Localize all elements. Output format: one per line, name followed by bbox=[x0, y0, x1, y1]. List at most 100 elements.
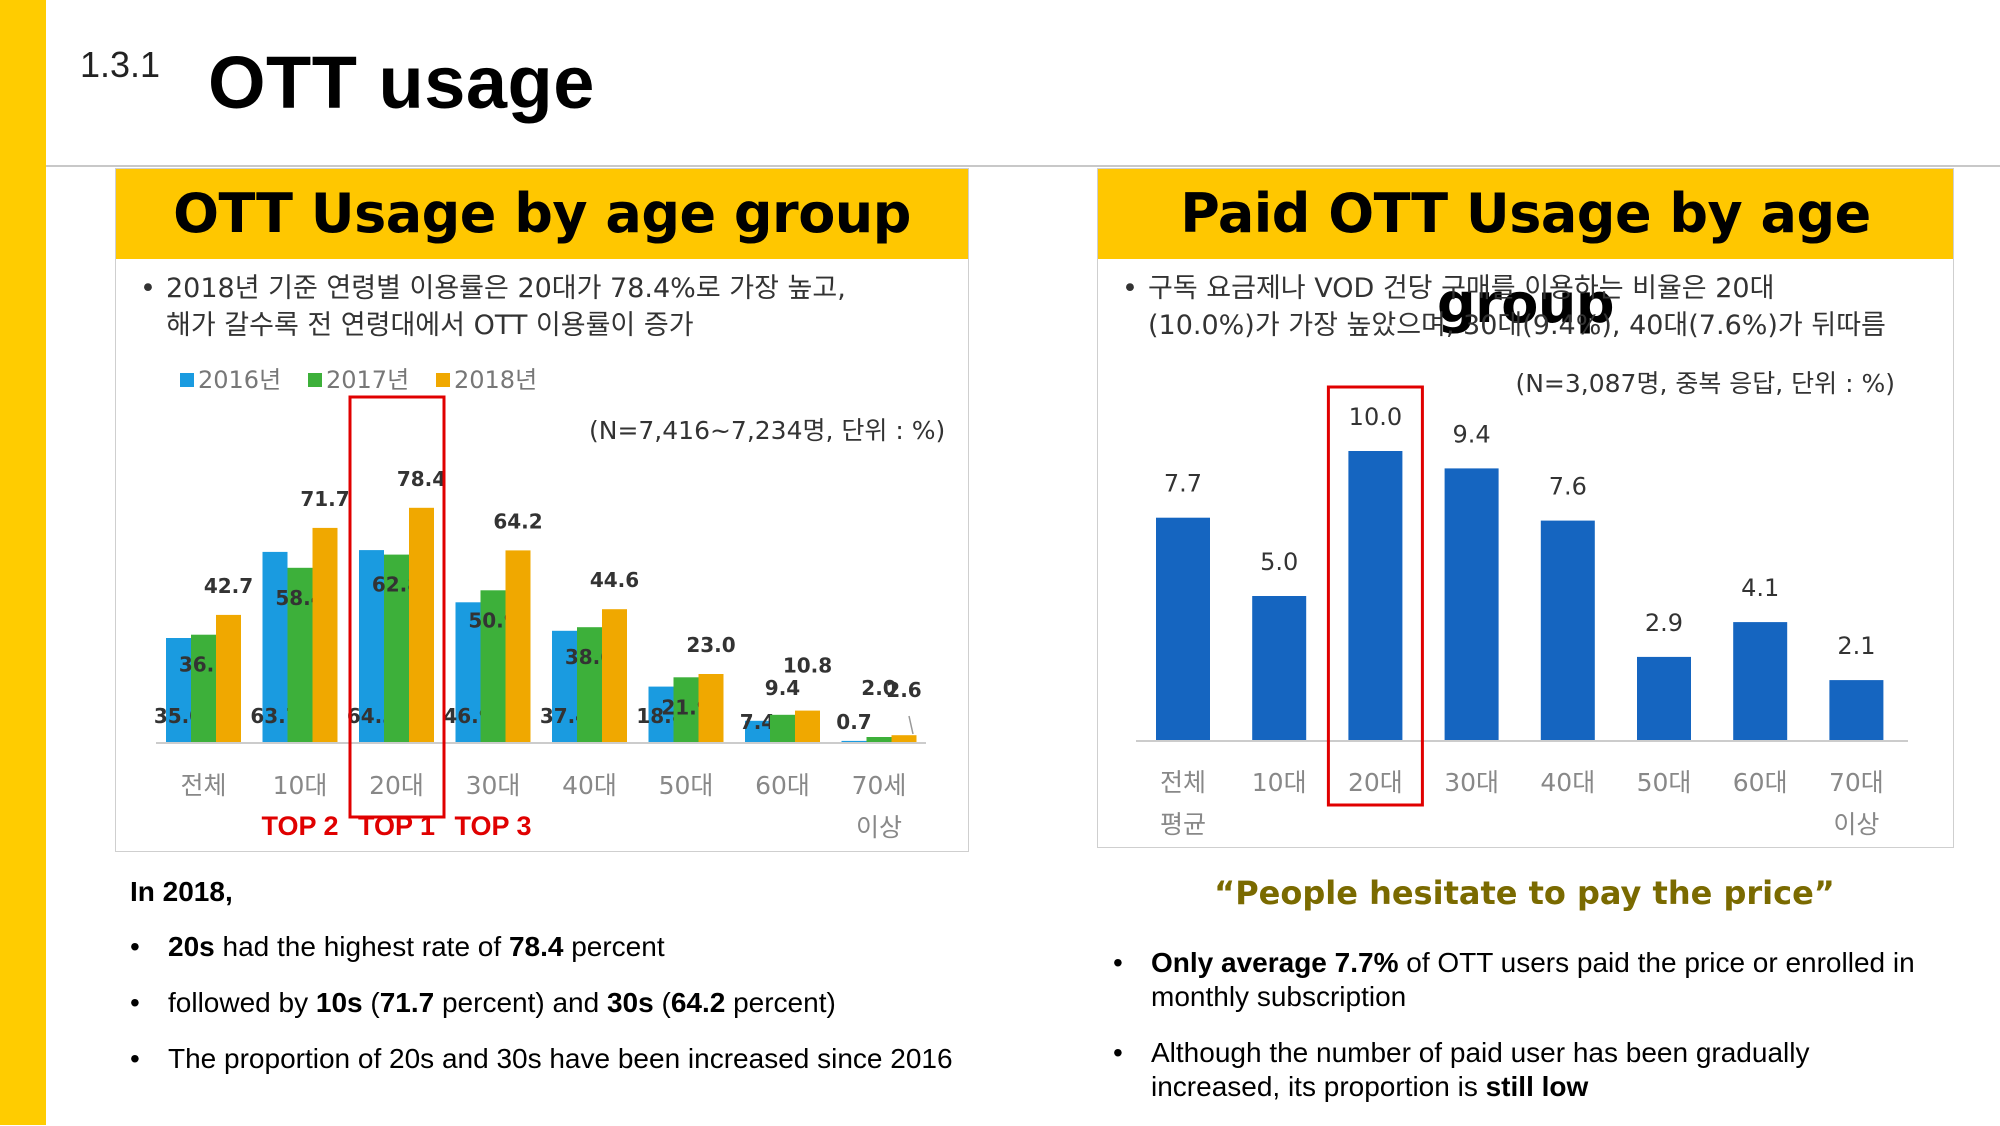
data-label: 9.4 bbox=[765, 676, 800, 700]
summary-quote: “People hesitate to pay the price” bbox=[1214, 874, 1835, 912]
data-label: 7.6 bbox=[1549, 473, 1587, 501]
data-label: 9.4 bbox=[1453, 420, 1491, 448]
bar bbox=[455, 602, 481, 743]
rank-label: TOP 1 bbox=[358, 811, 435, 841]
bar bbox=[1829, 680, 1884, 741]
bar bbox=[841, 740, 867, 743]
legend-swatch bbox=[180, 373, 194, 387]
category-label: 70세 bbox=[852, 771, 907, 800]
bar bbox=[1637, 656, 1691, 741]
category-label: 전체 bbox=[1160, 768, 1206, 797]
rank-label: TOP 2 bbox=[261, 811, 338, 841]
data-label: 42.7 bbox=[204, 574, 253, 598]
paid-usage-note: • 구독 요금제나 VOD 건당 구매를 이용하는 비율은 20대 (10.0%… bbox=[1122, 270, 1886, 344]
note-bullet: • bbox=[140, 273, 156, 304]
bar bbox=[262, 551, 288, 743]
data-label: 0.7 bbox=[836, 710, 871, 734]
highlight-box bbox=[1326, 385, 1424, 807]
summary-text: Although the number of paid user has bee… bbox=[1151, 1037, 1810, 1102]
data-label: 71.7 bbox=[300, 487, 349, 511]
bar bbox=[1444, 468, 1499, 741]
summary-item: • 20s had the highest rate of 78.4 percen… bbox=[130, 930, 970, 964]
summary-item: • Only average 7.7% of OTT users paid the… bbox=[1113, 946, 1943, 1014]
bullet-icon: • bbox=[130, 931, 140, 962]
data-label: 5.0 bbox=[1260, 548, 1298, 576]
bar bbox=[191, 634, 216, 743]
summary-text: had the highest rate of bbox=[214, 931, 509, 962]
highlight-box bbox=[348, 395, 446, 819]
note-line: 해가 갈수록 전 연령대에서 OTT 이용률이 증가 bbox=[166, 310, 694, 341]
data-label: 7.7 bbox=[1164, 470, 1202, 498]
category-label: 50대 bbox=[659, 771, 714, 800]
bar bbox=[648, 686, 674, 743]
sample-note: (N=3,087명, 중복 응답, 단위 : %) bbox=[1515, 369, 1895, 398]
emphasis-text: 10s bbox=[315, 987, 363, 1018]
bar bbox=[1540, 520, 1595, 741]
bar bbox=[505, 550, 531, 743]
bullet-icon: • bbox=[1113, 1037, 1123, 1068]
bar bbox=[384, 554, 409, 743]
category-label: 50대 bbox=[1637, 768, 1692, 797]
bar bbox=[359, 550, 384, 743]
legend-label: 2017년 bbox=[326, 366, 409, 394]
category-label: 40대 bbox=[1540, 768, 1595, 797]
bar bbox=[866, 737, 892, 743]
data-label: 2.1 bbox=[1837, 632, 1875, 660]
summary-text: of OTT users paid the price or enrolled … bbox=[1151, 947, 1915, 1012]
emphasis-text: Only average 7.7% bbox=[1151, 947, 1399, 978]
category-label: 60대 bbox=[755, 771, 810, 800]
bar bbox=[602, 609, 627, 743]
category-label: 60대 bbox=[1733, 768, 1788, 797]
rank-label: TOP 3 bbox=[454, 811, 531, 841]
summary-item: • followed by 10s (71.7 percent) and 30s … bbox=[130, 986, 970, 1020]
note-line: 구독 요금제나 VOD 건당 구매를 이용하는 비율은 20대 bbox=[1148, 273, 1775, 304]
section-number: 1.3.1 bbox=[80, 44, 161, 85]
bullet-icon: • bbox=[130, 1043, 140, 1074]
paid-usage-heading: Paid OTT Usage by age group bbox=[1098, 169, 1953, 335]
data-label: 7.4 bbox=[740, 710, 775, 734]
summary-item: • The proportion of 20s and 30s have been… bbox=[130, 1042, 970, 1076]
summary-text: percent) bbox=[725, 987, 836, 1018]
data-label: 10.0 bbox=[1349, 403, 1402, 431]
emphasis-text: 20s bbox=[168, 931, 215, 962]
category-label: 전체 bbox=[180, 771, 226, 800]
category-label: 이상 bbox=[856, 813, 902, 842]
emphasis-text: still low bbox=[1485, 1071, 1589, 1102]
category-label: 20대 bbox=[1348, 768, 1403, 797]
legend-swatch bbox=[308, 373, 322, 387]
bar bbox=[480, 590, 506, 743]
summary-text: percent bbox=[563, 931, 665, 962]
category-label: 이상 bbox=[1833, 810, 1879, 839]
title-divider bbox=[46, 165, 2000, 167]
bar bbox=[1252, 596, 1307, 741]
note-bullet: • bbox=[1122, 273, 1138, 304]
data-label: 64.2 bbox=[493, 509, 542, 533]
bar bbox=[1156, 517, 1210, 741]
summary-item: • Although the number of paid user has be… bbox=[1113, 1036, 1943, 1104]
category-label: 평균 bbox=[1160, 810, 1206, 839]
page-title: OTT usage bbox=[208, 41, 595, 124]
bar bbox=[745, 720, 770, 743]
bar bbox=[1733, 622, 1788, 741]
category-label: 10대 bbox=[273, 771, 328, 800]
legend-label: 2018년 bbox=[454, 366, 537, 394]
age-usage-note: • 2018년 기준 연령별 이용률은 20대가 78.4%로 가장 높고, 해… bbox=[140, 270, 846, 344]
leader-line bbox=[908, 715, 914, 735]
data-label: 2.0 bbox=[861, 676, 896, 700]
paid-usage-panel: Paid OTT Usage by age group • 구독 요금제나 VO… bbox=[1097, 168, 1954, 848]
data-label: 2.6 bbox=[886, 678, 921, 702]
data-label: 44.6 bbox=[590, 568, 639, 592]
category-label: 30대 bbox=[466, 771, 521, 800]
accent-bar bbox=[0, 0, 46, 1125]
emphasis-text: 64.2 bbox=[670, 987, 726, 1018]
age-usage-chart: 2016년 2017년 2018년 (N=7,416~7,234명, 단위 : %) 3… bbox=[154, 366, 945, 842]
sample-note: (N=7,416~7,234명, 단위 : %) bbox=[589, 416, 945, 445]
summary-text: percent) and bbox=[434, 987, 607, 1018]
summary-heading: In 2018, bbox=[130, 876, 233, 907]
bar bbox=[577, 627, 602, 743]
bar bbox=[795, 710, 820, 743]
category-label: 40대 bbox=[562, 771, 617, 800]
bar bbox=[1348, 451, 1403, 741]
emphasis-text: 71.7 bbox=[379, 987, 435, 1018]
